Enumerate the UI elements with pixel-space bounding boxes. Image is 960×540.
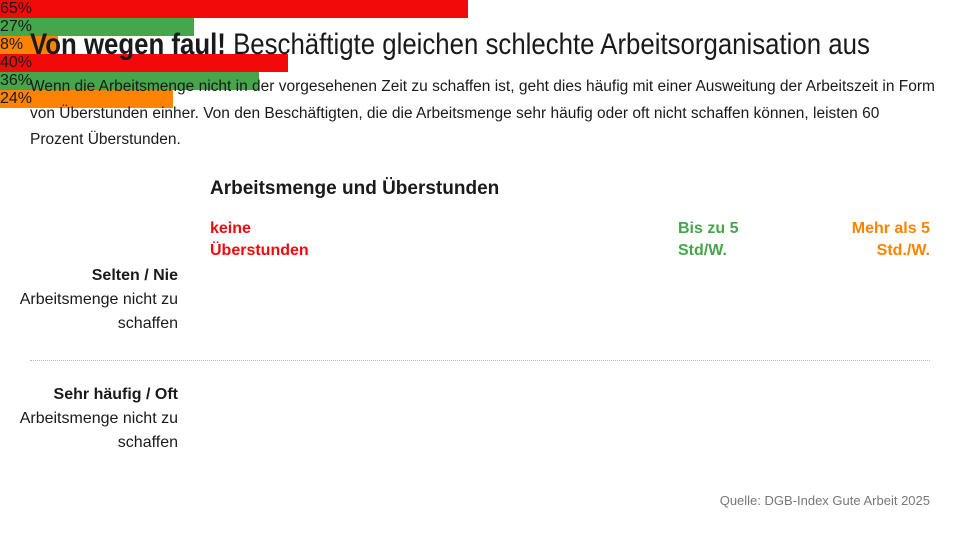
value-unit: % [17, 54, 33, 71]
category-sublabel: Arbeitsmenge nicht zu schaffen [19, 410, 178, 451]
row-label: Selten / Nie Arbeitsmenge nicht zu schaff… [0, 264, 178, 336]
bar-segment: 36% [0, 72, 260, 90]
category-label: Selten / Nie [91, 267, 178, 284]
value-unit: % [17, 72, 33, 89]
header: Von wegen faul! Beschäftigte gleichen sc… [30, 28, 870, 62]
chart-title: Arbeitsmenge und Überstunden [210, 178, 500, 199]
category-sublabel: Arbeitsmenge nicht zu schaffen [19, 291, 178, 332]
row-label: Sehr häufig / Oft Arbeitsmenge nicht zu s… [0, 383, 178, 455]
value-unit: % [8, 36, 24, 53]
source: Quelle: DGB-Index Gute Arbeit 2025 [719, 493, 930, 508]
value-label: 40 [0, 54, 18, 71]
bar-segment: 24% [0, 90, 173, 108]
value-unit: % [17, 18, 33, 35]
value-label: 36 [0, 72, 18, 89]
value-unit: % [17, 90, 33, 107]
legend-entry: keine Überstunden [210, 220, 309, 259]
bar-segment: 8% [0, 36, 58, 54]
value-unit: % [17, 0, 33, 17]
legend-entry: Bis zu 5 Std/W. [678, 220, 739, 259]
bar-segment: 65% [0, 0, 468, 18]
title: Von wegen faul! [30, 28, 226, 61]
row-separator [30, 360, 930, 361]
value-label: 65 [0, 0, 18, 17]
description: Wenn die Arbeitsmenge nicht in der vorge… [30, 78, 935, 148]
value-label: 24 [0, 90, 18, 107]
category-label: Sehr häufig / Oft [53, 386, 178, 403]
bar-segment: 27% [0, 18, 195, 36]
value-label: 27 [0, 18, 18, 35]
value-label: 8 [0, 36, 9, 53]
bar-segment: 40% [0, 54, 288, 72]
legend-entry: Mehr als 5 Std./W. [851, 220, 930, 259]
subtitle: Beschäftigte gleichen schlechte Arbeitso… [233, 28, 870, 61]
